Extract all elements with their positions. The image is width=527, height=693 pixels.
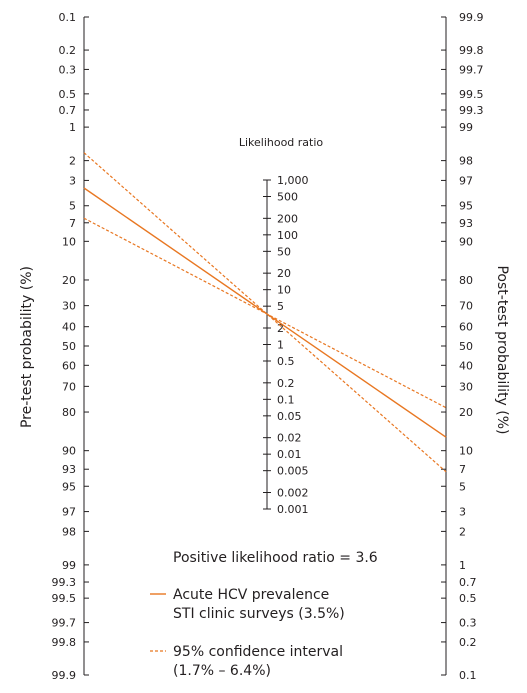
pretest-tick-93: 93 (62, 463, 76, 476)
ci-line-2 (83, 217, 447, 409)
pretest-tick-98: 98 (62, 525, 76, 538)
lr-tick-0-1: 0.1 (277, 393, 295, 406)
posttest-tick-99-9: 99.9 (459, 11, 484, 24)
posttest-axis-title: Post-test probability (%) (494, 265, 510, 434)
pretest-tick-99: 99 (62, 559, 76, 572)
posttest-tick-90: 90 (459, 235, 473, 248)
lr-tick-0-5: 0.5 (277, 355, 295, 368)
posttest-tick-99: 99 (459, 121, 473, 134)
posttest-tick-10: 10 (459, 445, 473, 458)
pretest-axis: 0.1 0.2 0.3 0.5 0.7 1 2 3 5 7 10 20 30 40 50 60 70 80 90 93… (52, 11, 89, 682)
pretest-tick-80: 80 (62, 406, 76, 419)
lr-tick-1-000: 1,000 (277, 174, 309, 187)
lr-tick-1: 1 (277, 339, 284, 352)
posttest-tick-70: 70 (459, 300, 473, 313)
lr-tick-200: 200 (277, 212, 298, 225)
posttest-tick-99-3: 99.3 (459, 104, 484, 117)
posttest-tick-93: 93 (459, 217, 473, 230)
pretest-tick-70: 70 (62, 380, 76, 393)
lr-tick-10: 10 (277, 284, 291, 297)
pretest-tick-5: 5 (69, 200, 76, 213)
posttest-tick-60: 60 (459, 321, 473, 334)
lr-annotation: Positive likelihood ratio = 3.6 (173, 550, 378, 566)
posttest-tick-50: 50 (459, 340, 473, 353)
lr-tick-0-01: 0.01 (277, 448, 302, 461)
legend-dashed-label-1: 95% confidence interval (173, 644, 343, 660)
posttest-tick-99-8: 99.8 (459, 44, 484, 57)
pretest-axis-title: Pre-test probability (%) (19, 266, 35, 428)
pretest-tick-0-1: 0.1 (59, 11, 77, 24)
lr-tick-5: 5 (277, 300, 284, 313)
lr-tick-500: 500 (277, 191, 298, 204)
pretest-tick-90: 90 (62, 445, 76, 458)
lr-tick-0-05: 0.05 (277, 410, 302, 423)
posttest-tick-0-1: 0.1 (459, 669, 477, 682)
pretest-tick-20: 20 (62, 274, 76, 287)
pretest-tick-99-3: 99.3 (52, 576, 77, 589)
lr-tick-100: 100 (277, 229, 298, 242)
pretest-tick-3: 3 (69, 174, 76, 187)
pretest-tick-97: 97 (62, 506, 76, 519)
nomogram-lines (83, 152, 447, 473)
legend-solid-label-1: Acute HCV prevalence (173, 587, 329, 603)
lr-tick-0-001: 0.001 (277, 503, 309, 516)
pretest-tick-60: 60 (62, 359, 76, 372)
posttest-tick-97: 97 (459, 174, 473, 187)
posttest-tick-0-3: 0.3 (459, 617, 477, 630)
lr-tick-0-2: 0.2 (277, 377, 295, 390)
pretest-tick-50: 50 (62, 340, 76, 353)
posttest-tick-1: 1 (459, 559, 466, 572)
pretest-tick-0-3: 0.3 (59, 63, 77, 76)
pretest-tick-40: 40 (62, 321, 76, 334)
pretest-tick-2: 2 (69, 155, 76, 168)
posttest-tick-40: 40 (459, 359, 473, 372)
posttest-tick-99-7: 99.7 (459, 63, 484, 76)
posttest-tick-0-2: 0.2 (459, 636, 477, 649)
legend-dashed-label-2: (1.7% – 6.4%) (173, 663, 271, 679)
posttest-axis: 99.999.899.799.599.399989795939080706050… (441, 11, 484, 682)
posttest-tick-95: 95 (459, 200, 473, 213)
ci-line-1 (83, 152, 447, 473)
posttest-tick-7: 7 (459, 463, 466, 476)
lr-tick-20: 20 (277, 267, 291, 280)
pretest-tick-99-8: 99.8 (52, 636, 77, 649)
posttest-tick-30: 30 (459, 380, 473, 393)
posttest-tick-99-5: 99.5 (459, 88, 484, 101)
posttest-tick-80: 80 (459, 274, 473, 287)
pretest-tick-99-5: 99.5 (52, 592, 77, 605)
lr-tick-0-005: 0.005 (277, 465, 309, 478)
posttest-tick-98: 98 (459, 155, 473, 168)
pretest-tick-7: 7 (69, 217, 76, 230)
pretest-tick-30: 30 (62, 300, 76, 313)
pretest-tick-0-7: 0.7 (59, 104, 77, 117)
posttest-tick-3: 3 (459, 506, 466, 519)
legend-solid-label-2: STI clinic surveys (3.5%) (173, 606, 345, 622)
posttest-tick-20: 20 (459, 406, 473, 419)
likelihood-ratio-axis: 1,000 500 200 100 50 20 10 5 2 1 0.5 0.2 0.1 0.05 0.02… (263, 174, 309, 516)
pretest-tick-99-7: 99.7 (52, 617, 77, 630)
pretest-tick-10: 10 (62, 235, 76, 248)
pretest-tick-95: 95 (62, 480, 76, 493)
posttest-tick-0-7: 0.7 (459, 576, 477, 589)
lr-tick-0-002: 0.002 (277, 486, 309, 499)
likelihood-ratio-title: Likelihood ratio (239, 136, 324, 149)
lr-tick-2: 2 (277, 322, 284, 335)
posttest-tick-5: 5 (459, 480, 466, 493)
pretest-tick-0-5: 0.5 (59, 88, 77, 101)
lr-tick-50: 50 (277, 245, 291, 258)
pretest-tick-1: 1 (69, 121, 76, 134)
pretest-tick-0-2: 0.2 (59, 44, 77, 57)
posttest-tick-0-5: 0.5 (459, 592, 477, 605)
lr-tick-0-02: 0.02 (277, 432, 302, 445)
pretest-tick-99-9: 99.9 (52, 669, 77, 682)
posttest-tick-2: 2 (459, 525, 466, 538)
